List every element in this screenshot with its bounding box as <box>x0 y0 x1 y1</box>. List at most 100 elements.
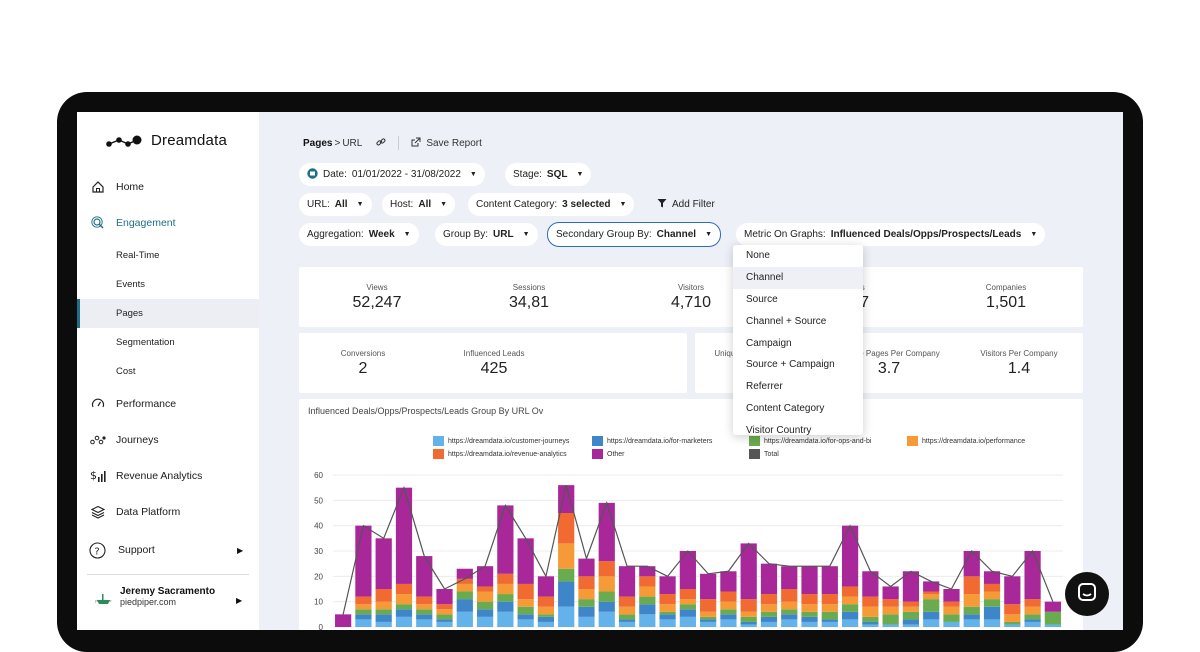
chat-launcher-button[interactable] <box>1065 572 1109 616</box>
legend-item[interactable]: https://dreamdata.io/revenue-analytics <box>433 449 567 459</box>
nav-engagement-label: Engagement <box>116 217 176 229</box>
chevron-down-icon: ▼ <box>403 231 411 238</box>
dropdown-option-source[interactable]: Source <box>746 293 778 305</box>
user-chevron-icon[interactable]: ▶ <box>236 596 243 605</box>
stat-label: Sessions <box>512 283 546 292</box>
nav-data-platform-label: Data Platform <box>116 506 181 518</box>
dropdown-option-channel-source[interactable]: Channel + Source <box>746 315 827 327</box>
add-filter-label: Add Filter <box>672 199 715 210</box>
dropdown-option-visitor-country[interactable]: Visitor Country <box>746 424 812 435</box>
stat-value: 1.4 <box>1007 360 1031 377</box>
bar-segment <box>902 571 920 602</box>
bar-segment <box>497 594 514 602</box>
legend-item[interactable]: https://dreamdata.io/for-marketers <box>592 436 712 446</box>
dreamdata-logo-icon <box>106 135 142 147</box>
stat-label: Influenced Leads <box>463 349 525 358</box>
sidebar-item-segmentation[interactable]: Segmentation <box>116 337 175 348</box>
nav-support[interactable]: ? Support <box>89 539 155 561</box>
url-filter[interactable]: URL: All ▼ <box>299 193 372 216</box>
bar-segment <box>456 583 473 592</box>
bar-segment <box>436 609 453 615</box>
bar-segment <box>1024 621 1041 627</box>
user-profile[interactable]: piedpiper Jeremy Sacramento piedpiper.co… <box>95 586 215 607</box>
content-category-filter[interactable]: Content Category: 3 selected ▼ <box>468 193 635 216</box>
link-icon[interactable] <box>376 137 386 150</box>
bar-segment <box>760 604 778 612</box>
bar-segment <box>335 614 352 627</box>
sidebar-item-events[interactable]: Events <box>116 279 146 290</box>
nav-data-platform[interactable]: Data Platform <box>89 501 180 523</box>
stat-influenced-leads: Influenced Leads 425 <box>434 349 554 378</box>
stage-filter[interactable]: Stage: SQL ▼ <box>505 163 592 186</box>
nav-performance[interactable]: Performance <box>89 393 176 415</box>
chart-title: Influenced Deals/Opps/Prospects/Leads Gr… <box>308 406 544 416</box>
legend-item[interactable]: https://dreamdata.io/customer-journeys <box>433 436 569 446</box>
bar-segment <box>720 571 737 592</box>
bar-segment <box>801 611 818 617</box>
bar-segment <box>781 566 798 589</box>
dropdown-option-source-campaign[interactable]: Source + Campaign <box>746 359 835 371</box>
secondary-group-by-filter[interactable]: Secondary Group By: Channel ▼ <box>547 222 721 247</box>
bar-segment <box>821 621 838 627</box>
nav-home[interactable]: Home <box>89 176 144 198</box>
stat-value: 1,501 <box>985 294 1027 311</box>
bar-segment <box>963 594 980 607</box>
add-filter-button[interactable]: Add Filter <box>657 198 715 211</box>
bar-segment <box>1024 606 1041 615</box>
legend-item[interactable]: https://dreamdata.io/for-ops-and-bi <box>749 436 871 446</box>
bar-segment <box>801 616 818 622</box>
aggregation-label: Aggregation: <box>307 229 364 240</box>
bar-segment <box>416 609 433 615</box>
dropdown-option-content-category[interactable]: Content Category <box>746 402 825 414</box>
sidebar-item-cost[interactable]: Cost <box>116 366 136 377</box>
sidebar-item-pages[interactable]: Pages <box>77 299 259 328</box>
sidebar-item-real-time[interactable]: Real-Time <box>116 250 160 261</box>
nav-journeys[interactable]: Journeys <box>89 429 159 451</box>
bar-segment <box>355 609 372 615</box>
bar-segment <box>882 606 899 615</box>
dropdown-option-campaign[interactable]: Campaign <box>746 337 792 349</box>
legend-item[interactable]: https://dreamdata.io/performance <box>907 436 1025 446</box>
dropdown-option-none[interactable]: None <box>746 250 770 262</box>
bar-segment <box>456 599 473 612</box>
stat-unique-pages-company: Unique Pages Per Company 3.7 <box>829 349 949 378</box>
stat-views: Views 52,247 <box>317 283 437 312</box>
help-icon: ? <box>89 541 106 559</box>
metric-on-graphs-filter[interactable]: Metric On Graphs: Influenced Deals/Opps/… <box>736 223 1046 246</box>
bar-segment <box>781 609 798 615</box>
bar-segment <box>740 621 757 625</box>
stat-visitors: Visitors 4,710 <box>631 283 751 312</box>
breadcrumb-parent[interactable]: Pages <box>303 137 333 149</box>
bar-segment <box>841 525 859 587</box>
dropdown-option-channel[interactable]: Channel <box>733 266 863 289</box>
group-by-label: Group By: <box>443 229 489 240</box>
y-tick-label: 60 <box>314 471 323 480</box>
legend-item[interactable]: Other <box>592 449 625 459</box>
date-filter[interactable]: Date: 01/01/2022 - 31/08/2022 ▼ <box>299 163 485 186</box>
bar-segment <box>700 573 717 600</box>
host-filter[interactable]: Host: All ▼ <box>382 193 456 216</box>
group-by-value: URL <box>493 229 514 240</box>
chevron-down-icon: ▼ <box>705 231 712 238</box>
legend-label: https://dreamdata.io/performance <box>922 437 1026 445</box>
bar-segment <box>943 601 960 607</box>
bar-segment <box>983 606 1001 620</box>
dropdown-option-referrer[interactable]: Referrer <box>746 381 783 393</box>
app-screen: Dreamdata Home Engagement Real-Time Even… <box>77 112 1123 630</box>
group-by-filter[interactable]: Group By: URL ▼ <box>435 223 538 246</box>
bar-segment <box>476 616 494 627</box>
stat-conversions: Conversions 2 <box>303 349 423 378</box>
support-chevron-icon[interactable]: ▶ <box>237 546 244 555</box>
save-report-button[interactable]: Save Report <box>411 137 482 150</box>
nav-engagement[interactable]: Engagement <box>89 212 176 234</box>
bar-segment <box>598 576 615 592</box>
bar-segment <box>862 571 879 597</box>
legend-item[interactable]: Total <box>749 449 779 459</box>
bar-segment <box>841 619 859 627</box>
bar-segment <box>517 606 534 615</box>
bar-segment <box>639 596 656 605</box>
nav-revenue-analytics[interactable]: $ Revenue Analytics <box>89 465 202 487</box>
brand-logo[interactable]: Dreamdata <box>105 132 227 149</box>
bar-segment <box>862 624 879 627</box>
aggregation-filter[interactable]: Aggregation: Week ▼ <box>299 223 419 246</box>
